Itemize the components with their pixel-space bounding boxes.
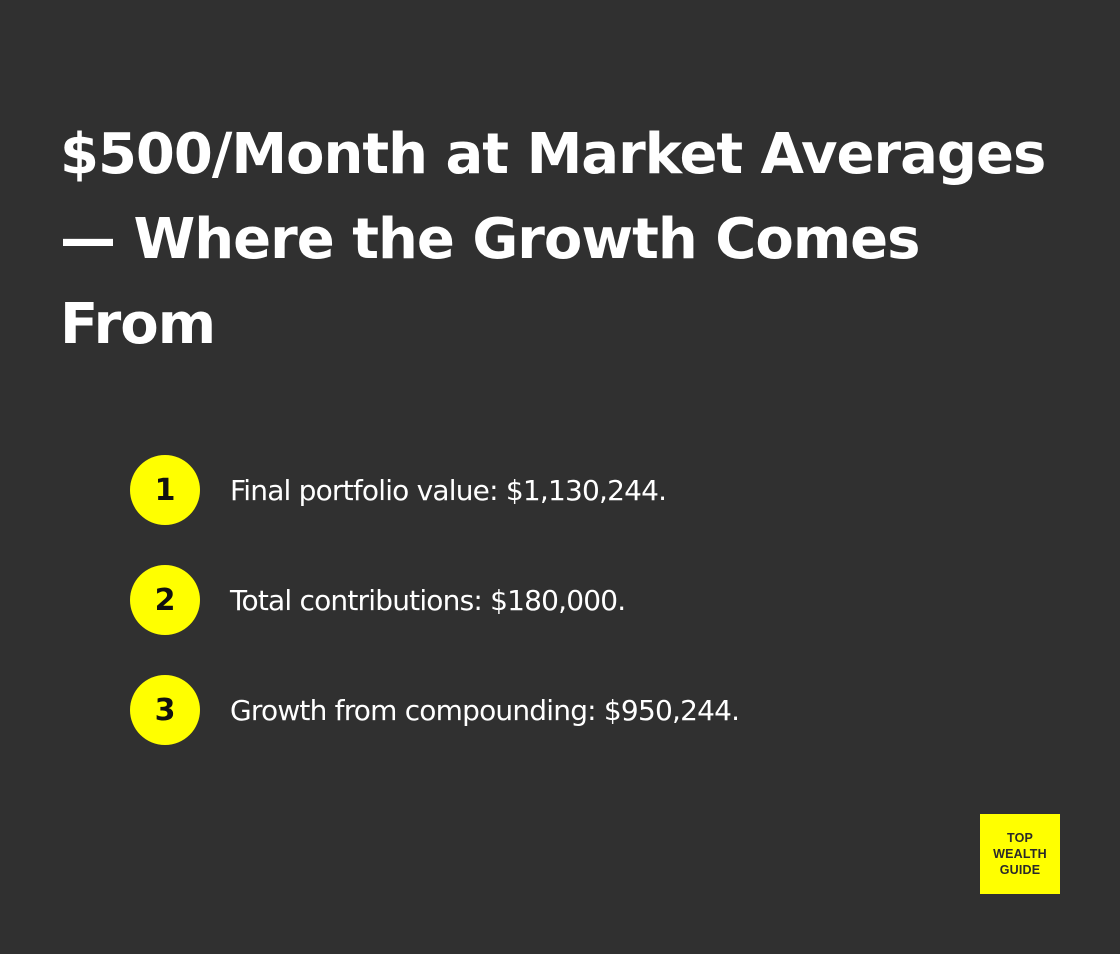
list-item: 1 Final portfolio value: $1,130,244. <box>130 455 667 525</box>
list-item-text: Final portfolio value: $1,130,244. <box>230 473 667 507</box>
list-item-text: Total contributions: $180,000. <box>230 583 626 617</box>
list-item: 3 Growth from compounding: $950,244. <box>130 675 740 745</box>
logo-line: GUIDE <box>999 863 1041 877</box>
list-item: 2 Total contributions: $180,000. <box>130 565 626 635</box>
list-item-text: Growth from compounding: $950,244. <box>230 693 740 727</box>
brand-logo: TOP WEALTH GUIDE <box>980 814 1060 894</box>
number-badge: 3 <box>130 675 200 745</box>
page-title: $500/Month at Market Averages — Where th… <box>60 122 1046 357</box>
number-badge: 2 <box>130 565 200 635</box>
logo-line: WEALTH <box>993 847 1047 861</box>
number-badge: 1 <box>130 455 200 525</box>
logo-line: TOP <box>1006 831 1034 845</box>
